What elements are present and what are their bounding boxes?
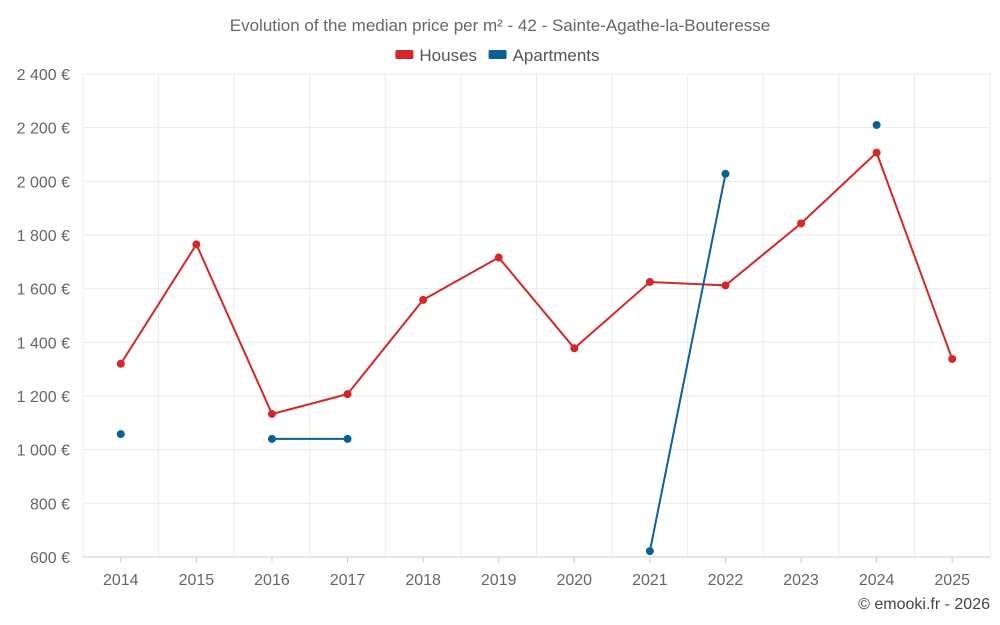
y-tick-label-2000: 2 000 € bbox=[17, 174, 70, 191]
point-houses-2017 bbox=[343, 390, 352, 399]
legend-label-houses: Houses bbox=[419, 46, 477, 65]
grid bbox=[82, 73, 991, 557]
point-apartments-2024 bbox=[872, 120, 881, 129]
x-tick-label-2025: 2025 bbox=[934, 572, 970, 589]
point-houses-2018 bbox=[419, 295, 428, 304]
x-tick-label-2016: 2016 bbox=[254, 572, 290, 589]
series-apartments bbox=[116, 120, 881, 556]
point-apartments-2016 bbox=[267, 434, 276, 443]
chart-title: Evolution of the median price per m² - 4… bbox=[230, 16, 771, 35]
x-tick-label-2014: 2014 bbox=[103, 572, 139, 589]
x-tick-label-2017: 2017 bbox=[330, 572, 366, 589]
x-tick-label-2015: 2015 bbox=[179, 572, 215, 589]
legend-swatch-apartments bbox=[488, 50, 507, 59]
y-tick-label-600: 600 € bbox=[30, 550, 70, 567]
x-axis: 2014 2015 2016 2017 2018 2019 2020 2021 2022 2023… bbox=[83, 556, 990, 589]
point-houses-2025 bbox=[948, 354, 957, 363]
point-apartments-2022 bbox=[721, 169, 730, 178]
x-tick-label-2020: 2020 bbox=[556, 572, 592, 589]
legend-swatch-houses bbox=[395, 50, 414, 59]
legend: Houses Apartments bbox=[395, 46, 600, 65]
y-tick-label-1400: 1 400 € bbox=[17, 335, 70, 352]
x-tick-label-2019: 2019 bbox=[481, 572, 517, 589]
y-tick-label-1000: 1 000 € bbox=[17, 443, 70, 460]
x-tick-label-2018: 2018 bbox=[405, 572, 441, 589]
series-line-apartments-2 bbox=[648, 173, 727, 552]
point-houses-2023 bbox=[797, 219, 806, 228]
x-tick-label-2023: 2023 bbox=[783, 572, 819, 589]
point-houses-2021 bbox=[645, 277, 654, 286]
point-houses-2015 bbox=[192, 240, 201, 249]
credit-text: © emooki.fr - 2026 bbox=[858, 596, 990, 613]
point-apartments-2021 bbox=[645, 547, 654, 556]
legend-label-apartments: Apartments bbox=[513, 46, 600, 65]
y-axis: 600 € 800 € 1 000 € 1 200 € 1 400 € 1 600 € 1 … bbox=[17, 67, 70, 567]
series-houses bbox=[116, 148, 957, 418]
x-tick-label-2022: 2022 bbox=[708, 572, 744, 589]
point-apartments-2017 bbox=[343, 434, 352, 443]
x-tick-label-2024: 2024 bbox=[859, 572, 895, 589]
point-houses-2022 bbox=[721, 281, 730, 290]
x-tick-label-2021: 2021 bbox=[632, 572, 668, 589]
y-tick-label-800: 800 € bbox=[30, 496, 70, 513]
y-tick-label-1600: 1 600 € bbox=[17, 282, 70, 299]
point-houses-2016 bbox=[267, 409, 276, 418]
y-tick-label-1800: 1 800 € bbox=[17, 228, 70, 245]
point-houses-2020 bbox=[570, 344, 579, 353]
series-line-houses-0 bbox=[119, 151, 954, 415]
point-houses-2019 bbox=[494, 253, 503, 262]
series-layer bbox=[116, 120, 957, 556]
point-apartments-2014 bbox=[116, 430, 125, 439]
point-houses-2024 bbox=[872, 148, 881, 157]
y-tick-label-2200: 2 200 € bbox=[17, 121, 70, 138]
y-tick-label-1200: 1 200 € bbox=[17, 389, 70, 406]
point-houses-2014 bbox=[116, 359, 125, 368]
y-tick-label-2400: 2 400 € bbox=[17, 67, 70, 84]
